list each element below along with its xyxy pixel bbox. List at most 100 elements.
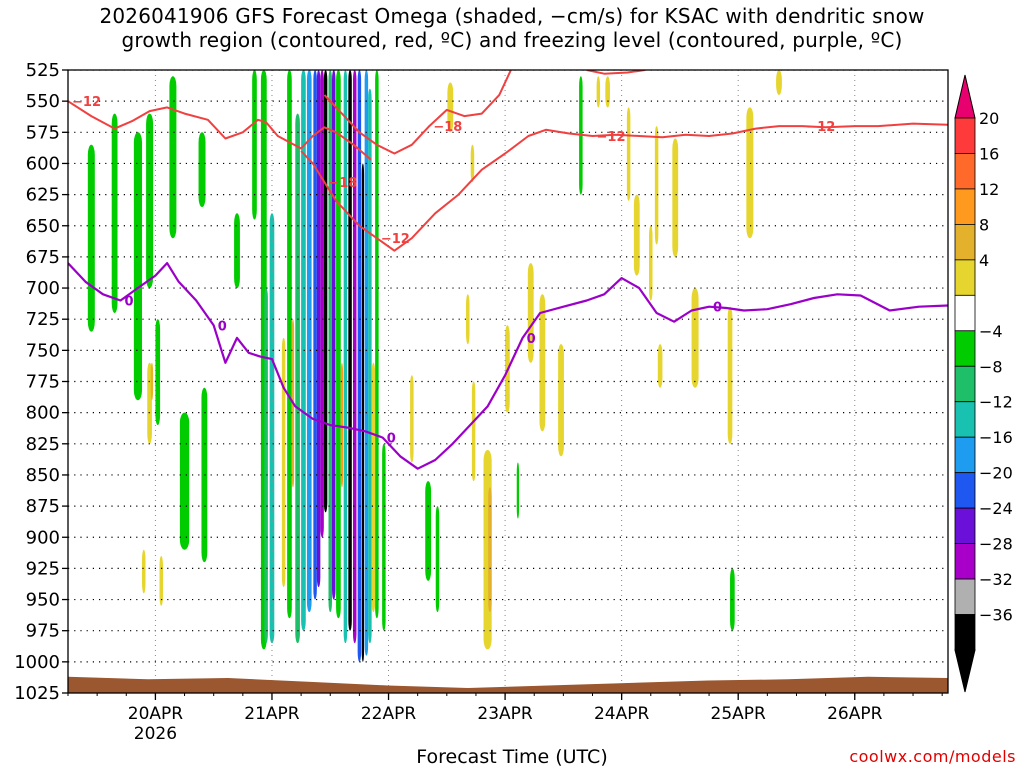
omega-cell-66 — [746, 107, 754, 239]
y-tick-label-750: 750 — [26, 340, 60, 361]
y-tick-label-650: 650 — [26, 216, 60, 237]
colorbar-segment-0 — [954, 117, 976, 154]
x-year-label: 2026 — [134, 724, 177, 744]
colorbar-bottom-arrow — [954, 649, 976, 693]
omega-cell-45 — [447, 82, 454, 133]
omega-cell-28 — [328, 70, 332, 613]
omega-cell-34 — [352, 70, 357, 644]
x-tick-label-24APR: 24APR — [594, 704, 650, 724]
credit-text: coolwx.com/models — [849, 747, 1016, 766]
colorbar-label-3: 8 — [979, 215, 989, 234]
dgz-contour-2-line — [358, 122, 948, 252]
colorbar-segment-5 — [954, 294, 976, 332]
omega-cell-54 — [558, 344, 564, 457]
colorbar-label-11: −28 — [979, 535, 1013, 554]
omega-cell-47 — [470, 144, 475, 183]
colorbar-label-12: −32 — [979, 570, 1013, 589]
omega-cell-64 — [691, 288, 699, 388]
omega-cell-52 — [527, 263, 534, 363]
x-axis-label: Forecast Time (UTC) — [416, 746, 608, 768]
omega-cell-58 — [626, 107, 631, 201]
title-line-2: growth region (contoured, red, ºC) and f… — [121, 28, 903, 52]
omega-cell-59 — [633, 194, 640, 276]
dgz-contour-2-label-0: −12 — [381, 232, 410, 247]
omega-cell-40 — [375, 70, 379, 619]
omega-cell-43 — [425, 481, 432, 581]
omega-cell-62 — [657, 344, 663, 388]
omega-cell-37 — [364, 70, 369, 656]
omega-cell-67 — [776, 70, 782, 95]
colorbar-segment-8 — [954, 401, 976, 438]
omega-cell-7 — [198, 132, 206, 208]
omega-cell-30 — [336, 70, 341, 619]
omega-cell-26 — [320, 70, 324, 538]
omega-cell-14 — [252, 70, 257, 220]
colorbar-segment-9 — [954, 436, 976, 474]
omega-cell-8 — [201, 387, 208, 563]
omega-cell-4 — [155, 319, 161, 426]
omega-cell-68 — [516, 462, 520, 519]
omega-cell-61 — [654, 126, 659, 245]
omega-cell-29 — [332, 70, 336, 600]
y-tick-label-625: 625 — [26, 185, 60, 206]
omega-cell-31 — [340, 362, 344, 488]
omega-cell-57 — [605, 76, 610, 108]
omega-cell-17 — [269, 213, 275, 644]
y-tick-label-575: 575 — [26, 122, 60, 143]
colorbar-segment-12 — [954, 543, 976, 580]
y-tick-label-775: 775 — [26, 372, 60, 393]
omega-cell-21 — [295, 113, 300, 644]
omega-cell-50 — [488, 487, 492, 613]
y-tick-label-1025: 1025 — [14, 683, 60, 704]
omega-cell-65 — [727, 306, 733, 444]
x-tick-label-25APR: 25APR — [711, 704, 767, 724]
dgz-contour-1-line — [300, 150, 361, 227]
dgz-contour-4-line — [586, 70, 646, 75]
freezing-contour-0-label-0: 0 — [124, 295, 133, 310]
omega-cell-16 — [264, 288, 268, 644]
y-tick-label-925: 925 — [26, 558, 60, 579]
y-tick-label-825: 825 — [26, 434, 60, 455]
colorbar-segment-7 — [954, 365, 976, 403]
y-tick-label-850: 850 — [26, 465, 60, 486]
omega-cell-27 — [323, 70, 328, 513]
omega-cell-19 — [287, 70, 292, 619]
freezing-contour-0-label-1: 0 — [218, 319, 227, 334]
x-tick-label-21APR: 21APR — [244, 704, 300, 724]
omega-cell-44 — [435, 506, 440, 613]
omega-cell-23 — [306, 70, 312, 613]
omega-cell-41 — [382, 443, 386, 631]
freezing-contour-0-line — [68, 262, 948, 470]
colorbar-label-6: −8 — [979, 357, 1003, 376]
omega-cell-0 — [87, 144, 95, 332]
omega-cell-56 — [596, 76, 601, 108]
omega-cell-36 — [361, 163, 365, 662]
colorbar-label-10: −24 — [979, 499, 1013, 518]
colorbar-segment-6 — [954, 330, 976, 367]
freezing-contour-0-label-2: 0 — [387, 432, 396, 447]
x-tick-label-26APR: 26APR — [827, 704, 883, 724]
omega-cell-22 — [301, 70, 306, 631]
ground-terrain — [68, 676, 948, 693]
y-tick-label-700: 700 — [26, 278, 60, 299]
colorbar-segment-4 — [954, 259, 976, 296]
omega-cell-5 — [169, 76, 177, 239]
y-tick-label-725: 725 — [26, 309, 60, 330]
colorbar-label-8: −16 — [979, 428, 1013, 447]
colorbar-label-2: 12 — [979, 180, 999, 199]
x-tick-label-20APR: 20APR — [128, 704, 184, 724]
omega-cell-6 — [179, 412, 190, 550]
y-tick-label-950: 950 — [26, 590, 60, 611]
y-tick-label-875: 875 — [26, 496, 60, 517]
colorbar-label-5: −4 — [979, 322, 1003, 341]
omega-cell-60 — [649, 225, 653, 301]
omega-cell-63 — [672, 138, 679, 257]
omega-cell-25 — [316, 70, 321, 588]
omega-cell-35 — [357, 70, 362, 662]
freezing-contour-0-label-3: 0 — [527, 332, 536, 347]
dgz-contour-2-label-1: −12 — [597, 130, 626, 145]
x-tick-label-23APR: 23APR — [477, 704, 533, 724]
omega-cell-33 — [348, 70, 352, 631]
colorbar-segment-10 — [954, 472, 976, 509]
x-tick-label-22APR: 22APR — [361, 704, 417, 724]
